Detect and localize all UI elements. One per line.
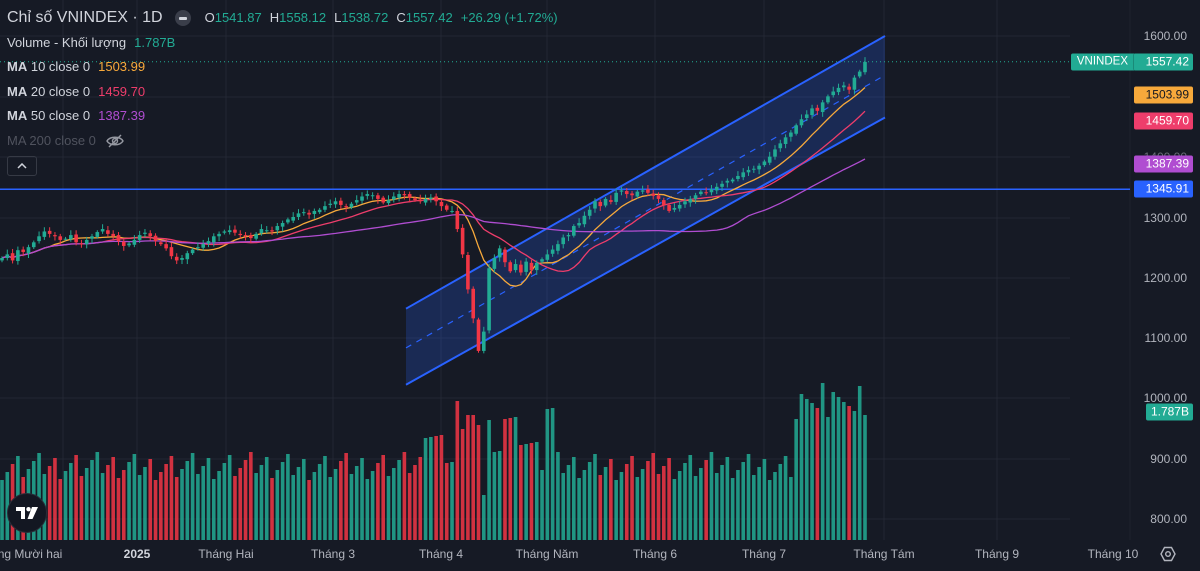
ma10-value: 1503.99 (98, 59, 146, 75)
volume-value: 1.787B (134, 34, 176, 50)
time-axis-label: Tháng 10 (1087, 547, 1139, 561)
time-axis-label: Tháng 3 (310, 547, 356, 561)
collapse-legend-button[interactable] (7, 156, 37, 176)
chevron-up-icon (17, 163, 27, 169)
ma50-params: 50 close 0 (30, 108, 91, 124)
ma10-label: MA 10 close 0 (7, 55, 90, 79)
time-axis-label: ng Mười hai (0, 547, 63, 561)
time-axis-label: Tháng Hai (198, 547, 254, 561)
time-axis-label: Tháng 6 (632, 547, 678, 561)
ma200-prefix: MA (7, 132, 26, 148)
price-axis-label: 1100.00 (1144, 331, 1188, 345)
ma50-value: 1387.39 (98, 108, 146, 124)
eye-off-icon[interactable] (106, 134, 124, 148)
ma20-legend-row[interactable]: MA 20 close 0 1459.70 (7, 80, 558, 105)
high-label: H (269, 10, 280, 26)
price-axis-label: 1300.00 (1143, 211, 1187, 225)
price-axis-label: 900.00 (1150, 452, 1187, 466)
ma20-prefix: MA (7, 83, 28, 99)
high-value: 1558.12 (279, 10, 327, 26)
ma10-price-tag: 1503.99 (1134, 86, 1193, 104)
ma20-value: 1459.70 (98, 83, 146, 99)
volume-legend-row[interactable]: Volume - Khối lượng 1.787B (7, 31, 558, 56)
close-value: 1557.42 (405, 10, 453, 26)
ma50-price-tag: 1387.39 (1134, 155, 1193, 173)
volume-tag: 1.787B (1146, 403, 1193, 421)
time-axis-label: Tháng Tám (853, 547, 915, 561)
last-price-tag: 1557.42 (1133, 53, 1193, 71)
low-label: L (334, 10, 342, 26)
change-value: +26.29 (+1.72%) (460, 10, 558, 26)
time-axis-label: Tháng 4 (418, 547, 464, 561)
ma20-params: 20 close 0 (30, 83, 91, 99)
ma200-label: MA 200 close 0 (7, 129, 96, 153)
ma20-price-tag: 1459.70 (1134, 112, 1193, 130)
ma50-legend-row[interactable]: MA 50 close 0 1387.39 (7, 104, 558, 129)
low-value: 1538.72 (341, 10, 389, 26)
time-axis-label: 2025 (123, 547, 151, 561)
minus-icon (178, 16, 187, 20)
tradingview-logo[interactable] (7, 493, 47, 533)
price-axis-label: 1000.00 (1143, 391, 1187, 405)
settings-gear-icon[interactable] (1160, 546, 1176, 567)
time-axis-label: Tháng 9 (974, 547, 1020, 561)
ma50-prefix: MA (7, 108, 28, 124)
price-axis-label: 800.00 (1150, 512, 1187, 526)
ma10-prefix: MA (7, 59, 28, 75)
symbol-price-tag: VNINDEX (1070, 53, 1134, 71)
open-value: 1541.87 (214, 10, 262, 26)
hide-series-button[interactable] (174, 10, 191, 27)
hline-price-tag: 1345.91 (1134, 180, 1193, 198)
time-axis-label: Tháng Năm (515, 547, 579, 561)
close-label: C (396, 10, 406, 26)
symbol-title[interactable]: Chỉ số VNINDEX · 1D (7, 9, 163, 27)
price-axis-label: 1200.00 (1143, 271, 1187, 285)
price-axis-label: 1600.00 (1143, 29, 1187, 43)
ma10-legend-row[interactable]: MA 10 close 0 1503.99 (7, 55, 558, 80)
ma200-params: 200 close 0 (29, 132, 96, 148)
open-label: O (204, 10, 215, 26)
ma50-label: MA 50 close 0 (7, 104, 90, 128)
ma200-legend-row[interactable]: MA 200 close 0 (7, 129, 558, 154)
volume-label: Volume - Khối lượng (7, 34, 127, 50)
ma10-params: 10 close 0 (30, 59, 91, 75)
ma20-label: MA 20 close 0 (7, 80, 90, 104)
tradingview-logo-icon (16, 507, 38, 519)
time-axis-label: Tháng 7 (741, 547, 787, 561)
